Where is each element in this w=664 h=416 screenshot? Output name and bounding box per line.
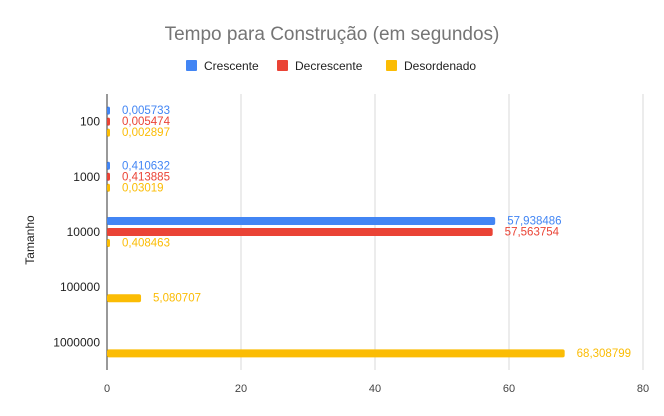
data-label-100-crescente: 0,005733 bbox=[122, 105, 170, 117]
legend-label-2: Decrescente bbox=[295, 59, 363, 73]
y-axis-tick-labels: 100 1000 10000 100000 1000000 bbox=[53, 115, 100, 350]
x-axis-tick-labels: 0 20 40 60 80 bbox=[104, 383, 649, 395]
bar-10000-decrescente bbox=[107, 228, 493, 236]
bar-100-crescente bbox=[107, 106, 110, 115]
legend-label-1: Crescente bbox=[204, 59, 259, 73]
bar-100-desordenado bbox=[107, 128, 110, 137]
x-tick-label-0: 0 bbox=[104, 383, 110, 395]
legend-swatch-3 bbox=[386, 60, 397, 71]
bar-1000-decrescente bbox=[107, 172, 110, 181]
legend-swatch-1 bbox=[186, 60, 197, 71]
bar-1000000-desordenado bbox=[107, 349, 565, 358]
bar-1000-crescente bbox=[107, 161, 110, 170]
y-tick-label-1000: 1000 bbox=[73, 170, 100, 184]
bar-10000-crescente bbox=[107, 217, 496, 225]
bars bbox=[107, 106, 565, 358]
x-tick-label-60: 60 bbox=[503, 383, 515, 395]
y-tick-label-100000: 100000 bbox=[60, 280, 100, 294]
data-label-100-desordenado: 0,002897 bbox=[122, 127, 170, 139]
bar-100-decrescente bbox=[107, 117, 110, 126]
legend-label-3: Desordenado bbox=[404, 59, 476, 73]
chart-title: Tempo para Construção (em segundos) bbox=[165, 24, 500, 45]
data-label-1000-crescente: 0,410632 bbox=[122, 160, 170, 172]
legend-swatch-2 bbox=[277, 60, 288, 71]
legend: Crescente Decrescente Desordenado bbox=[186, 59, 476, 73]
x-tick-label-20: 20 bbox=[235, 383, 247, 395]
data-label-1000-desordenado: 0,03019 bbox=[122, 182, 164, 194]
bar-10000-desordenado bbox=[107, 239, 110, 247]
data-label-1000-decrescente: 0,413885 bbox=[122, 171, 170, 183]
x-tick-label-40: 40 bbox=[369, 383, 381, 395]
bar-1000-desordenado bbox=[107, 183, 110, 192]
bar-100000-desordenado bbox=[107, 294, 142, 303]
data-label-10000-desordenado: 0,408463 bbox=[122, 238, 170, 250]
y-tick-label-10000: 10000 bbox=[67, 225, 101, 239]
data-label-100000-desordenado: 5,080707 bbox=[153, 293, 201, 305]
y-tick-label-100: 100 bbox=[80, 115, 100, 129]
y-tick-label-1000000: 1000000 bbox=[53, 335, 100, 349]
data-label-1000000-desordenado: 68,308799 bbox=[577, 348, 631, 360]
y-axis-label: Tamanho bbox=[23, 215, 37, 265]
data-label-100-decrescente: 0,005474 bbox=[122, 116, 171, 128]
x-tick-label-80: 80 bbox=[637, 383, 649, 395]
data-label-10000-crescente: 57,938486 bbox=[507, 216, 561, 228]
data-label-10000-decrescente: 57,563754 bbox=[505, 227, 560, 239]
